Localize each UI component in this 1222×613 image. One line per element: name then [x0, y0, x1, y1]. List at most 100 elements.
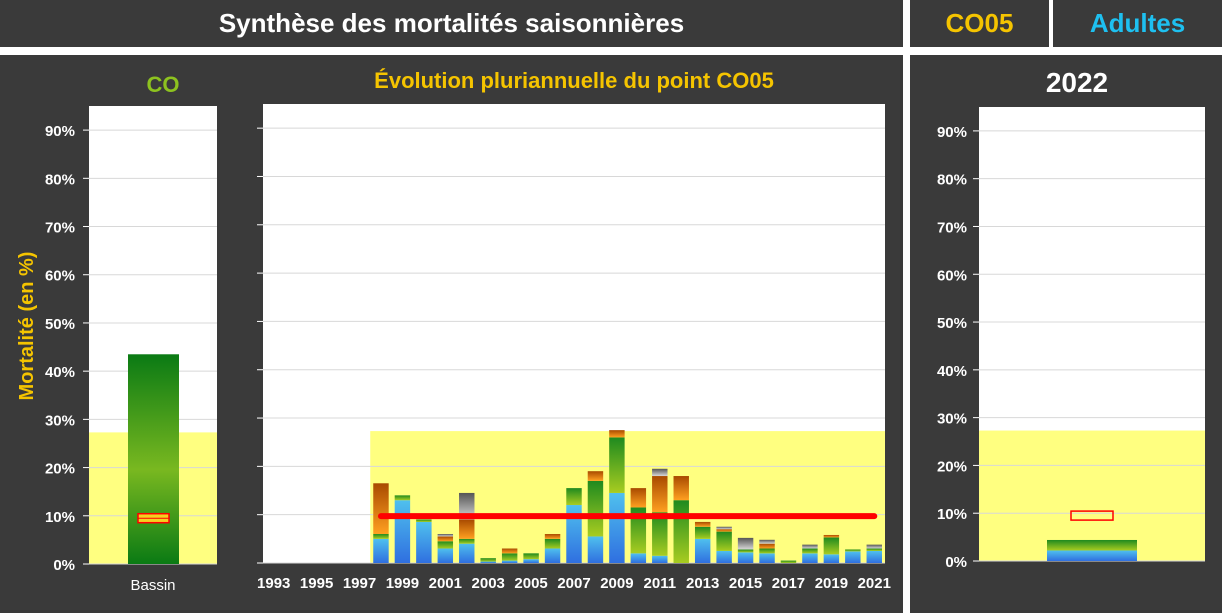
x-tick-label: 2019	[815, 575, 848, 592]
bar-bassin	[128, 354, 179, 564]
y-tick-label: 80%	[45, 171, 75, 188]
marker-2022	[1070, 510, 1114, 521]
y-tick-label: 90%	[937, 124, 967, 141]
bar-segment-2014	[716, 526, 732, 530]
bar-segment-2004	[501, 560, 518, 563]
x-tick-label: 2015	[729, 575, 762, 592]
y-tick-label: 0%	[945, 554, 967, 571]
bar-segment-2001	[437, 548, 454, 563]
x-tick-label: 2021	[858, 575, 891, 592]
y-tick-label: 0%	[53, 557, 75, 574]
bar-segment-2021	[866, 544, 882, 549]
bar-segment-2016	[759, 539, 775, 544]
category-label-box: Adultes	[1053, 0, 1222, 47]
y-tick-label: 30%	[45, 412, 75, 429]
y-tick-label: 90%	[45, 123, 75, 140]
bar-segment-2003	[480, 561, 496, 563]
x-tick-label: 2001	[429, 575, 462, 592]
x-tick-label: 2013	[686, 575, 719, 592]
bar-segment-2009	[609, 430, 625, 438]
reference-zone	[979, 430, 1205, 561]
bar-segment-2010	[630, 553, 647, 563]
y-tick-label: 50%	[937, 315, 967, 332]
chart-evolution-plot: 1993 1995 1997 1999 2001 2003 2005 2007 2009 2011…	[257, 104, 891, 592]
bar-segment-2007	[566, 505, 582, 563]
bar-segment-2009	[609, 492, 625, 563]
bar-2022-segment	[1047, 539, 1137, 551]
chart-evolution-title: Évolution pluriannuelle du point CO05	[374, 68, 774, 93]
bar-segment-2001	[437, 534, 454, 537]
bar-segment-2016	[759, 553, 775, 563]
bar-segment-1998	[373, 538, 389, 563]
y-tick-label: 20%	[937, 458, 967, 475]
bar-segment-2018	[802, 553, 818, 563]
bar-segment-2019	[823, 537, 840, 555]
bar-segment-2015	[737, 537, 754, 550]
x-tick-label: 1999	[386, 575, 419, 592]
bar-segment-2014	[716, 529, 732, 532]
x-tick-label: 2003	[472, 575, 505, 592]
bar-segment-2005	[523, 559, 539, 563]
y-tick-label: 10%	[45, 509, 75, 526]
bar-segment-2006	[544, 534, 561, 539]
bar-segment-2005	[523, 553, 539, 560]
bar-segment-2021	[866, 548, 882, 551]
bar-segment-2011	[652, 512, 668, 556]
y-tick-label: 20%	[45, 461, 75, 478]
bar-segment-2008	[587, 480, 604, 537]
chart-co-title: CO	[147, 72, 180, 97]
bar-segment-2015	[737, 552, 754, 563]
x-tick-label: 1995	[300, 575, 333, 592]
y-tick-label: 80%	[937, 172, 967, 189]
x-tick-label: 1993	[257, 575, 290, 592]
bar-2022-segment	[1047, 550, 1137, 561]
bar-segment-2001	[437, 541, 454, 549]
y-tick-label: 40%	[937, 363, 967, 380]
y-tick-label: 70%	[45, 220, 75, 237]
bar-segment-2002	[459, 519, 475, 539]
bar-segment-2000	[416, 521, 432, 563]
bar-segment-2009	[609, 437, 625, 493]
bar-segment-2006	[544, 538, 561, 549]
bar-segment-2003	[480, 558, 496, 562]
bar-segment-2019	[823, 534, 840, 538]
y-tick-label: 60%	[45, 268, 75, 285]
bar-segment-2000	[416, 519, 432, 522]
category-label: Adultes	[1089, 8, 1186, 38]
bar-segment-2016	[759, 543, 775, 549]
bar-segment-1999	[394, 495, 411, 501]
bar-segment-2021	[866, 550, 882, 563]
bar-segment-1998	[373, 483, 389, 535]
bar-segment-2016	[759, 548, 775, 554]
bar-segment-2013	[694, 538, 711, 563]
bar-segment-2013	[694, 526, 711, 539]
y-tick-label: 70%	[937, 219, 967, 236]
y-axis-label: Mortalité (en %)	[16, 252, 38, 401]
y-tick-label: 10%	[937, 506, 967, 523]
bar-segment-2008	[587, 471, 604, 481]
bar-segment-2014	[716, 550, 732, 563]
bar-segment-2011	[652, 555, 668, 563]
bar-segment-2011	[652, 476, 668, 513]
y-tick-label: 30%	[937, 411, 967, 428]
bar-segment-2004	[501, 553, 518, 561]
chart-2022-plot: 0% 10% 20% 30% 40% 50% 60% 70% 80% 90%	[937, 107, 1205, 571]
x-tick-label: 2011	[644, 575, 677, 592]
bar-segment-2017	[780, 560, 797, 563]
bar-segment-2010	[630, 488, 647, 508]
bar-segment-1999	[394, 500, 411, 563]
bar-segment-2012	[673, 500, 689, 563]
bar-segment-2012	[673, 476, 689, 501]
point-label: CO05	[945, 8, 1014, 38]
bar-segment-2007	[566, 488, 582, 506]
y-tick-label: 40%	[45, 364, 75, 381]
header-title: Synthèse des mortalités saisonnières	[218, 8, 685, 38]
x-tick-label: 1997	[343, 575, 376, 592]
y-tick-label: 50%	[45, 316, 75, 333]
bar-segment-1998	[373, 534, 389, 539]
bar-segment-2015	[737, 549, 754, 553]
bar-segment-2020	[845, 549, 861, 552]
chart-2022-title: 2022	[1046, 67, 1108, 98]
y-tick-label: 60%	[937, 267, 967, 284]
bar-segment-2014	[716, 531, 732, 551]
